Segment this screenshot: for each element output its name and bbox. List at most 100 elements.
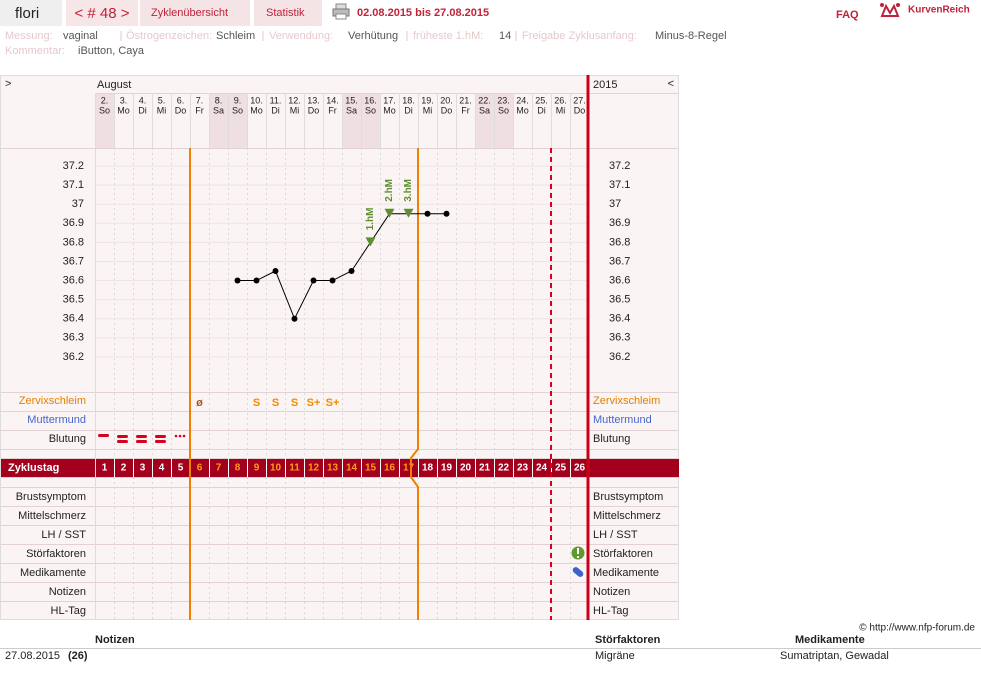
faq-link[interactable]: FAQ xyxy=(836,9,859,21)
day-date: 20. xyxy=(440,95,453,105)
row-label: HL-Tag xyxy=(51,605,86,617)
y-tick-label-right: 36.7 xyxy=(609,255,630,267)
row-label: Brustsymptom xyxy=(16,491,86,503)
tab-label[interactable]: Statistik xyxy=(266,7,305,19)
y-tick-label: 36.7 xyxy=(63,255,84,267)
day-date: 16. xyxy=(364,95,377,105)
row-label-right: Mittelschmerz xyxy=(593,510,661,522)
cycle-day: 26 xyxy=(574,463,586,474)
day-weekday: Mi xyxy=(556,105,566,115)
cycle-day: 5 xyxy=(178,463,184,474)
cycle-day: 24 xyxy=(536,463,548,474)
cycle-day: 7 xyxy=(216,463,222,474)
y-tick-label: 36.8 xyxy=(63,236,84,248)
day-date: 9. xyxy=(234,95,242,105)
day-weekday: So xyxy=(365,105,376,115)
row-label: Blutung xyxy=(49,433,86,445)
copyright: © http://www.nfp-forum.de xyxy=(859,623,975,634)
row-label-right: Medikamente xyxy=(593,567,659,579)
day-weekday: Di xyxy=(537,105,546,115)
cycle-day: 15 xyxy=(365,463,377,474)
tab-label[interactable]: Zyklenübersicht xyxy=(151,7,228,19)
day-weekday: Do xyxy=(574,105,586,115)
row-label: Muttermund xyxy=(27,414,86,426)
temperature-point xyxy=(329,277,336,284)
cycle-box[interactable] xyxy=(66,0,138,26)
tab[interactable] xyxy=(140,0,250,26)
cycle-day: 9 xyxy=(254,463,260,474)
weekend-shade xyxy=(342,93,361,148)
cycle-day: 19 xyxy=(441,463,453,474)
hm-label: 1.hM xyxy=(365,208,376,231)
day-weekday: Do xyxy=(441,105,453,115)
y-tick-label-right: 36.6 xyxy=(609,274,630,286)
comment-value: iButton, Caya xyxy=(78,45,145,57)
cycle-day: 11 xyxy=(289,463,300,474)
day-date: 25. xyxy=(535,95,548,105)
day-date: 13. xyxy=(307,95,320,105)
mucus-mark: ø xyxy=(196,397,203,409)
hm-label: 3.hM xyxy=(403,179,414,202)
cycle-day: 21 xyxy=(479,463,491,474)
date-range: 02.08.2015 bis 27.08.2015 xyxy=(357,7,489,19)
day-date: 3. xyxy=(120,95,128,105)
cycle-row-label: Zyklustag xyxy=(8,462,59,474)
temperature-point xyxy=(310,277,317,284)
y-tick-label: 37.2 xyxy=(63,160,84,172)
day-weekday: Do xyxy=(308,105,320,115)
temperature-line xyxy=(237,213,447,320)
year: 2015 xyxy=(593,79,617,91)
day-weekday: So xyxy=(498,105,509,115)
y-tick-label: 37.1 xyxy=(63,179,84,191)
print-icon[interactable] xyxy=(332,3,350,20)
fertile-end xyxy=(410,148,419,620)
tab[interactable] xyxy=(254,0,322,26)
cycle-nav[interactable]: < # 48 > xyxy=(74,5,129,22)
day-date: 8. xyxy=(215,95,223,105)
weekend-shade xyxy=(361,93,380,148)
notes-header: Medikamente xyxy=(795,634,865,646)
mucus-mark: S+ xyxy=(326,397,340,409)
cycle-day: 2 xyxy=(121,463,127,474)
info-label: Verwendung: xyxy=(269,30,333,42)
row-label-right: Störfaktoren xyxy=(593,548,653,560)
y-tick-label-right: 36.3 xyxy=(609,332,630,344)
day-date: 17. xyxy=(383,95,396,105)
day-weekday: Mo xyxy=(383,105,396,115)
row-label-right: Notizen xyxy=(593,586,630,598)
cycle-day: 1 xyxy=(102,463,108,474)
y-tick-label: 37 xyxy=(72,198,84,210)
cycle-day: 22 xyxy=(498,463,510,474)
cycle-day: 16 xyxy=(384,463,396,474)
note-disturbance: Migräne xyxy=(595,650,635,662)
day-weekday: Di xyxy=(404,105,413,115)
chart-frame xyxy=(0,75,679,620)
cycle-day: 6 xyxy=(197,463,203,474)
row-label-right: Muttermund xyxy=(593,414,652,426)
cycle-day: 3 xyxy=(140,463,146,474)
temperature-point xyxy=(424,210,431,217)
info-label: Messung: xyxy=(5,30,53,42)
day-weekday: Fr xyxy=(328,105,337,115)
mucus-mark: S xyxy=(272,397,279,409)
row-label-right: HL-Tag xyxy=(593,605,628,617)
y-tick-label-right: 36.4 xyxy=(609,313,630,325)
medication-icon xyxy=(572,567,584,577)
row-label: Notizen xyxy=(49,586,86,598)
brand[interactable]: KurvenReich xyxy=(908,5,970,16)
day-date: 5. xyxy=(158,95,166,105)
brand-icon xyxy=(880,3,900,17)
weekend-shade xyxy=(228,93,247,148)
disturbance-icon xyxy=(571,546,585,560)
day-date: 26. xyxy=(554,95,567,105)
y-tick-label-right: 36.9 xyxy=(609,217,630,229)
cycle-day: 4 xyxy=(159,463,165,474)
weekend-shade xyxy=(209,93,228,148)
note-date: 27.08.2015 xyxy=(5,650,60,662)
day-weekday: Di xyxy=(138,105,147,115)
bleeding-icons xyxy=(98,434,186,443)
day-date: 24. xyxy=(516,95,529,105)
day-date: 7. xyxy=(196,95,204,105)
y-tick-label: 36.6 xyxy=(63,274,84,286)
